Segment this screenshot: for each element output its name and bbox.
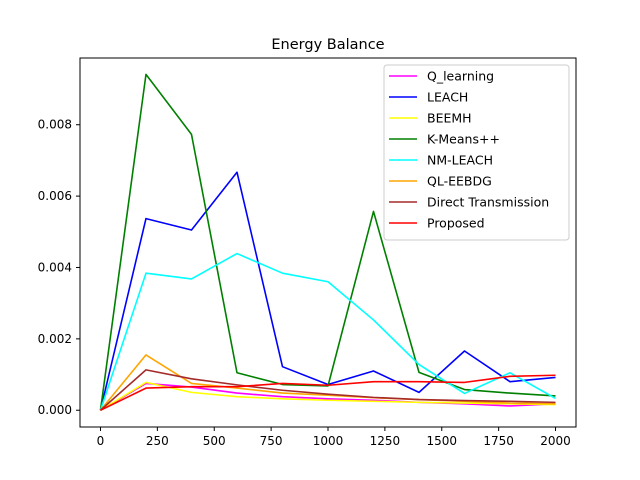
- x-tick-label: 500: [203, 434, 226, 448]
- x-tick-label: 1500: [426, 434, 457, 448]
- x-tick-label: 1750: [483, 434, 514, 448]
- series-line-nm-leach: [99, 252, 556, 411]
- x-tick-label: 0: [97, 434, 105, 448]
- y-axis-ticks: 0.000 0.002 0.004 0.006 0.008: [38, 118, 80, 417]
- legend-box: [383, 64, 570, 241]
- x-tick-label: 2000: [540, 434, 571, 448]
- legend-label: NM-LEACH: [427, 153, 493, 168]
- chart-title: Energy Balance: [271, 37, 384, 53]
- series-line-beemh: [100, 381, 556, 411]
- legend-label: Direct Transmission: [427, 195, 549, 210]
- legend-label: LEACH: [427, 90, 468, 105]
- series-line-q-learning: [100, 382, 556, 411]
- series-line-proposed: [100, 374, 556, 411]
- x-tick-label: 250: [146, 434, 169, 448]
- x-tick-label: 750: [260, 434, 283, 448]
- y-tick-label: 0.008: [38, 118, 72, 132]
- y-tick-label: 0.002: [38, 332, 72, 346]
- legend: Q_learning LEACH BEEMH K-Means++ NM-LEACH QL-…: [383, 64, 570, 241]
- series-line-ql-eebdg: [99, 354, 556, 411]
- series-lines: [99, 73, 556, 411]
- x-tick-label: 1000: [313, 434, 344, 448]
- plot-area-frame: [79, 57, 577, 428]
- legend-label: Q_learning: [427, 69, 494, 84]
- y-tick-label: 0.000: [38, 403, 72, 417]
- x-axis-ticks: 0 250 500 750 1000 1250 1500 1750 2000: [97, 427, 571, 448]
- legend-label: K-Means++: [427, 132, 500, 147]
- x-tick-label: 1250: [370, 434, 401, 448]
- legend-label: QL-EEBDG: [427, 174, 492, 189]
- y-tick-label: 0.004: [38, 260, 72, 274]
- y-tick-label: 0.006: [38, 189, 72, 203]
- series-line-direct-transmission: [99, 369, 556, 411]
- legend-label: Proposed: [427, 216, 485, 231]
- legend-label: BEEMH: [427, 111, 472, 126]
